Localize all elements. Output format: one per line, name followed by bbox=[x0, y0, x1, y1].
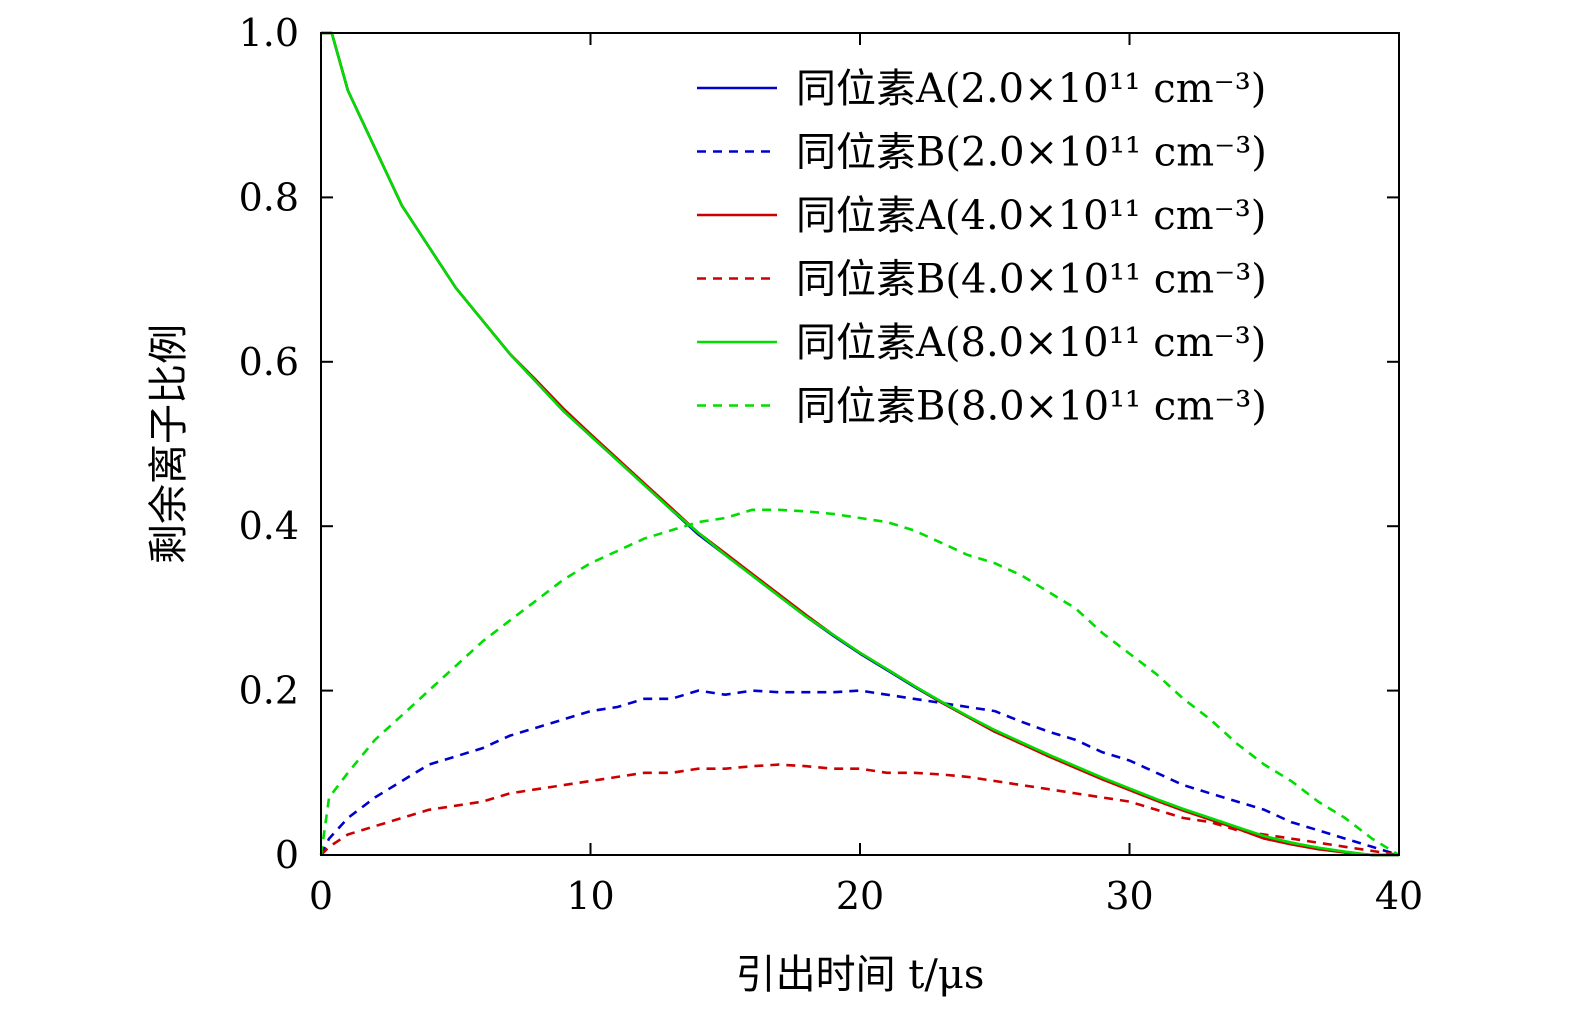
y-tick-label: 0.4 bbox=[239, 504, 299, 548]
legend: 同位素A(2.0×10¹¹ cm⁻³) 同位素B(2.0×10¹¹ cm⁻³) 同位… bbox=[697, 66, 1267, 430]
y-tick-label: 1.0 bbox=[239, 11, 299, 55]
x-tick-label: 30 bbox=[1105, 874, 1153, 918]
x-tick-label: 20 bbox=[836, 874, 884, 918]
legend-label-5: 同位素A(8.0×10¹¹ cm⁻³) bbox=[796, 320, 1266, 366]
x-tick-label: 0 bbox=[309, 874, 333, 918]
y-tick-label: 0.2 bbox=[239, 669, 299, 713]
y-tick-label: 0 bbox=[275, 833, 299, 877]
x-tick-label: 10 bbox=[566, 874, 614, 918]
legend-label-4: 同位素B(4.0×10¹¹ cm⁻³) bbox=[796, 257, 1267, 303]
y-axis-title: 剩余离子比例 bbox=[146, 324, 192, 564]
plot-lines bbox=[319, 31, 1400, 857]
legend-label-6: 同位素B(8.0×10¹¹ cm⁻³) bbox=[796, 384, 1267, 430]
y-tick-label: 0.6 bbox=[239, 340, 299, 384]
series-line-2 bbox=[319, 689, 1400, 857]
x-axis-title: 引出时间 t/μs bbox=[736, 952, 985, 998]
legend-label-3: 同位素A(4.0×10¹¹ cm⁻³) bbox=[796, 193, 1266, 239]
legend-label-2: 同位素B(2.0×10¹¹ cm⁻³) bbox=[796, 130, 1267, 176]
x-tick-label: 40 bbox=[1375, 874, 1423, 918]
legend-label-1: 同位素A(2.0×10¹¹ cm⁻³) bbox=[796, 66, 1266, 112]
y-tick-label: 0.8 bbox=[239, 175, 299, 219]
series-line-6 bbox=[319, 508, 1400, 857]
axis-ticks: 0 10 20 30 40 0 0.2 0.4 0.6 0.8 1.0 bbox=[239, 11, 1424, 918]
series-line-5 bbox=[321, 31, 1399, 857]
series-line-4 bbox=[320, 763, 1400, 857]
